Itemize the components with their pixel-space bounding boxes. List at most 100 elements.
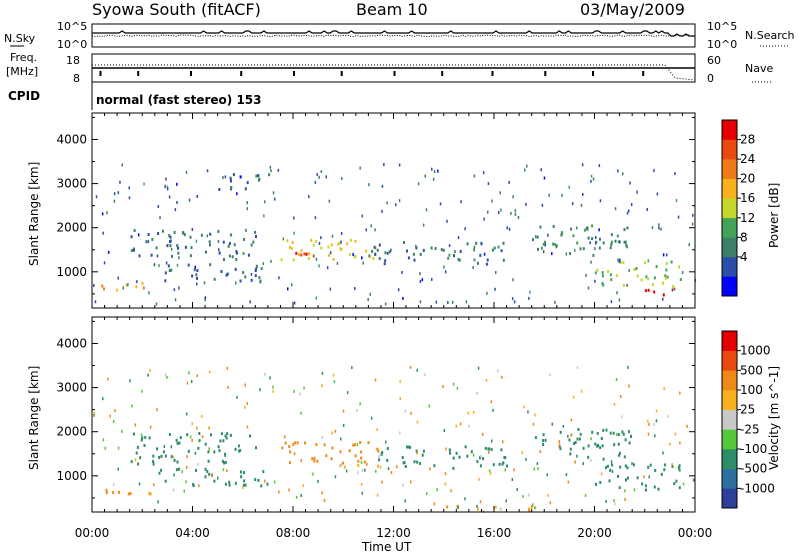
range-time-cell [477, 261, 479, 265]
range-time-cell [636, 274, 639, 278]
x-tick-label: 12:00 [376, 526, 411, 540]
range-time-cell [290, 247, 293, 251]
colorbar-cell [722, 237, 737, 258]
range-time-cell [331, 446, 334, 450]
range-time-cell [570, 227, 573, 231]
range-time-cell [521, 451, 523, 455]
range-time-cell [206, 169, 209, 173]
y-tick-label: 1000 [56, 469, 87, 483]
range-time-cell [166, 244, 169, 248]
range-time-cell [186, 381, 189, 385]
range-time-cell [443, 429, 446, 433]
range-time-cell [616, 291, 618, 295]
range-time-cell [512, 195, 514, 199]
range-time-cell [406, 249, 408, 253]
range-time-cell [144, 435, 147, 439]
range-time-cell [321, 436, 324, 439]
range-time-cell [472, 411, 475, 415]
range-time-cell [178, 467, 180, 471]
range-time-cell [514, 209, 517, 213]
range-time-cell [439, 202, 442, 206]
range-time-cell [458, 455, 461, 459]
range-time-cell [293, 231, 295, 235]
range-time-cell [671, 463, 673, 467]
range-time-cell [363, 460, 366, 464]
range-time-cell [473, 174, 476, 178]
x-tick-label: 00:00 [678, 526, 713, 540]
range-time-cell [559, 430, 562, 434]
range-time-cell [378, 257, 381, 260]
range-time-cell [672, 284, 675, 288]
range-time-cell [621, 430, 624, 434]
range-time-cell [378, 243, 381, 247]
range-time-cell [293, 452, 296, 456]
range-time-cell [102, 231, 104, 235]
range-time-cell [576, 366, 579, 370]
range-time-cell [571, 433, 573, 436]
x-tick-labels: 00:00 04:00 08:00 12:00 16:00 20:00 00:00 [75, 526, 713, 540]
range-time-cell [371, 249, 374, 253]
range-time-cell [185, 465, 188, 469]
range-time-cell [240, 470, 242, 474]
range-time-cell [614, 207, 617, 211]
range-time-cell [598, 246, 601, 250]
range-time-cell [189, 254, 192, 258]
range-time-cell [170, 247, 173, 251]
range-time-cell [664, 276, 667, 280]
range-time-cell [169, 235, 172, 239]
range-time-cell [542, 433, 545, 437]
range-time-cell [228, 480, 231, 484]
range-time-cell [227, 244, 230, 248]
range-time-cell [266, 482, 269, 486]
range-time-cell [140, 438, 143, 442]
range-time-cell [580, 389, 583, 393]
range-time-cell [321, 491, 323, 495]
range-time-cell [229, 176, 232, 180]
range-time-cell [376, 493, 379, 497]
range-time-cell [568, 438, 571, 442]
range-time-cell [508, 227, 511, 231]
range-time-cell [288, 245, 291, 249]
range-time-cell [641, 482, 644, 486]
range-time-cell [195, 239, 198, 243]
range-time-cell [488, 469, 491, 473]
range-time-cell [594, 247, 596, 251]
range-time-cell [424, 174, 426, 178]
range-time-cell [173, 230, 176, 234]
range-time-cell [310, 238, 313, 242]
range-time-cell [558, 440, 561, 443]
range-time-cell [416, 460, 419, 464]
range-time-cell [626, 211, 629, 215]
range-time-cell [526, 164, 528, 168]
cpid-text: normal (fast stereo) 153 [96, 93, 262, 107]
range-time-cell [479, 464, 482, 468]
range-time-cell [158, 455, 161, 459]
range-time-cell [544, 438, 547, 442]
range-time-cell [591, 237, 594, 241]
range-time-cell [599, 480, 602, 484]
range-time-cell [381, 451, 384, 454]
range-time-cell [669, 442, 671, 446]
range-time-cell [585, 227, 588, 230]
power-frame [91, 112, 696, 309]
range-time-cell [647, 432, 650, 436]
range-time-cell [618, 298, 621, 302]
range-time-cell [155, 246, 158, 250]
range-time-cell [497, 369, 499, 373]
range-time-cell [186, 433, 189, 437]
range-time-cell [525, 202, 527, 206]
range-time-cell [622, 172, 624, 176]
range-time-cell [270, 169, 272, 173]
range-time-cell [442, 248, 445, 252]
range-time-cell [675, 199, 678, 202]
range-time-cell [651, 283, 654, 286]
range-time-cell [678, 486, 681, 490]
range-time-cell [677, 215, 680, 219]
range-time-cell [678, 468, 681, 472]
range-time-cell [183, 489, 185, 493]
range-time-cell [304, 441, 307, 445]
range-time-cell [613, 499, 615, 503]
range-time-cell [540, 246, 543, 250]
range-time-cell [679, 391, 681, 395]
